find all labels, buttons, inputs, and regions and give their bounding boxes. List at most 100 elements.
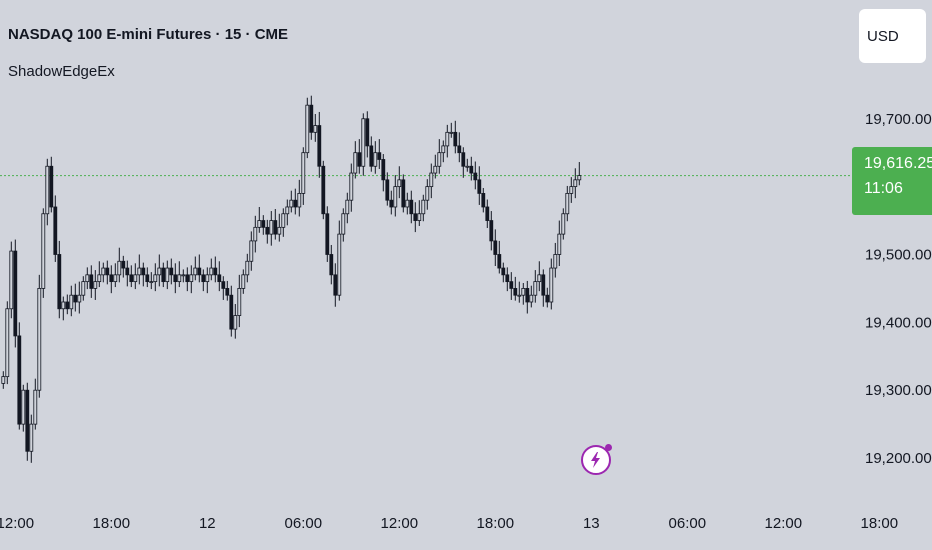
candle-body [297,193,302,208]
candle-body [161,267,166,283]
candle-body [533,281,538,296]
candle-body [69,294,74,310]
candle-body [253,226,258,242]
candle-body [217,274,222,283]
x-tick-label: 12:00 [381,515,419,532]
x-tick-label: 18:00 [861,515,899,532]
candle-body [361,118,366,167]
candle-body [113,274,118,283]
candle-body [517,294,522,297]
candle-body [537,274,542,283]
candle-body [553,254,558,269]
candle-body [141,267,146,276]
candle-body [293,199,298,208]
x-axis[interactable]: 12:00 18:00 12 06:00 12:00 18:00 13 06:00 12:00 1… [0,515,932,532]
candle-body [393,186,398,208]
candle-body [369,145,374,167]
candle-body [165,267,170,283]
candle-body [489,220,494,242]
candle-body [257,220,262,228]
candles-group [1,95,582,463]
candle-body [325,213,330,255]
y-tick-label: 19,500.00 [865,246,932,263]
y-tick-label: 19,700.00 [865,111,932,128]
candle-body [465,165,470,168]
y-tick-label: 19,400.00 [865,314,932,331]
candle-body [317,125,322,167]
candle-body [477,179,482,194]
candle-body [261,220,266,228]
candle-body [329,254,334,276]
candle-body [541,274,546,296]
candle-body [573,179,578,188]
candle-body [93,281,98,289]
candle-body [461,152,466,167]
candle-body [493,240,498,255]
candle-body [413,213,418,221]
x-tick-label: 12:00 [0,515,34,532]
candle-body [169,267,174,276]
candle-body [457,145,462,154]
x-tick-label: 06:00 [285,515,323,532]
candle-body [77,294,82,303]
candle-body [345,199,350,215]
candle-body [81,281,86,296]
currency-button[interactable]: USD [859,9,926,63]
candle-body [549,267,554,303]
candle-body [73,294,78,303]
candle-body [1,376,6,384]
candle-body [513,288,518,296]
candle-body [273,220,278,235]
candle-body [205,274,210,283]
candle-body [37,288,42,391]
candle-body [97,274,102,283]
candle-body [17,335,22,425]
candle-body [209,267,214,276]
x-tick-label: 18:00 [477,515,515,532]
candle-body [341,213,346,235]
candle-body [497,254,502,269]
candle-body [565,193,570,215]
candle-body [321,165,326,215]
candle-body [173,274,178,283]
candle-body [305,104,310,154]
candle-body [485,206,490,221]
candle-body [285,206,290,215]
candle-body [129,274,134,283]
candle-body [569,186,574,194]
candle-body [177,274,182,283]
candle-body [289,199,294,208]
candle-body [241,274,246,289]
candle-body [65,301,70,310]
candle-body [449,131,454,134]
candle-body [157,267,162,276]
last-price-value: 19,616.25 [864,155,932,172]
indicator-name[interactable]: ShadowEdgeEx [8,63,115,80]
candle-body [185,274,190,283]
candle-body [45,165,50,215]
candle-body [221,281,226,289]
candle-body [421,199,426,215]
candle-body [453,131,458,147]
candle-body [193,267,198,276]
candle-body [381,159,386,181]
candle-body [53,206,58,255]
candle-body [281,213,286,228]
lightning-bolt-icon[interactable] [581,444,612,475]
candle-body [89,274,94,289]
y-tick-label: 19,300.00 [865,382,932,399]
candle-body [309,104,314,133]
candle-body [377,152,382,160]
candle-body [397,179,402,188]
candle-body [529,294,534,303]
x-tick-label: 12 [199,515,216,532]
x-tick-label: 12:00 [765,515,803,532]
candle-body [469,165,474,174]
x-tick-label: 13 [583,515,600,532]
candle-body [61,301,66,310]
candle-body [445,131,450,147]
candle-body [313,125,318,133]
candle-body [389,199,394,208]
